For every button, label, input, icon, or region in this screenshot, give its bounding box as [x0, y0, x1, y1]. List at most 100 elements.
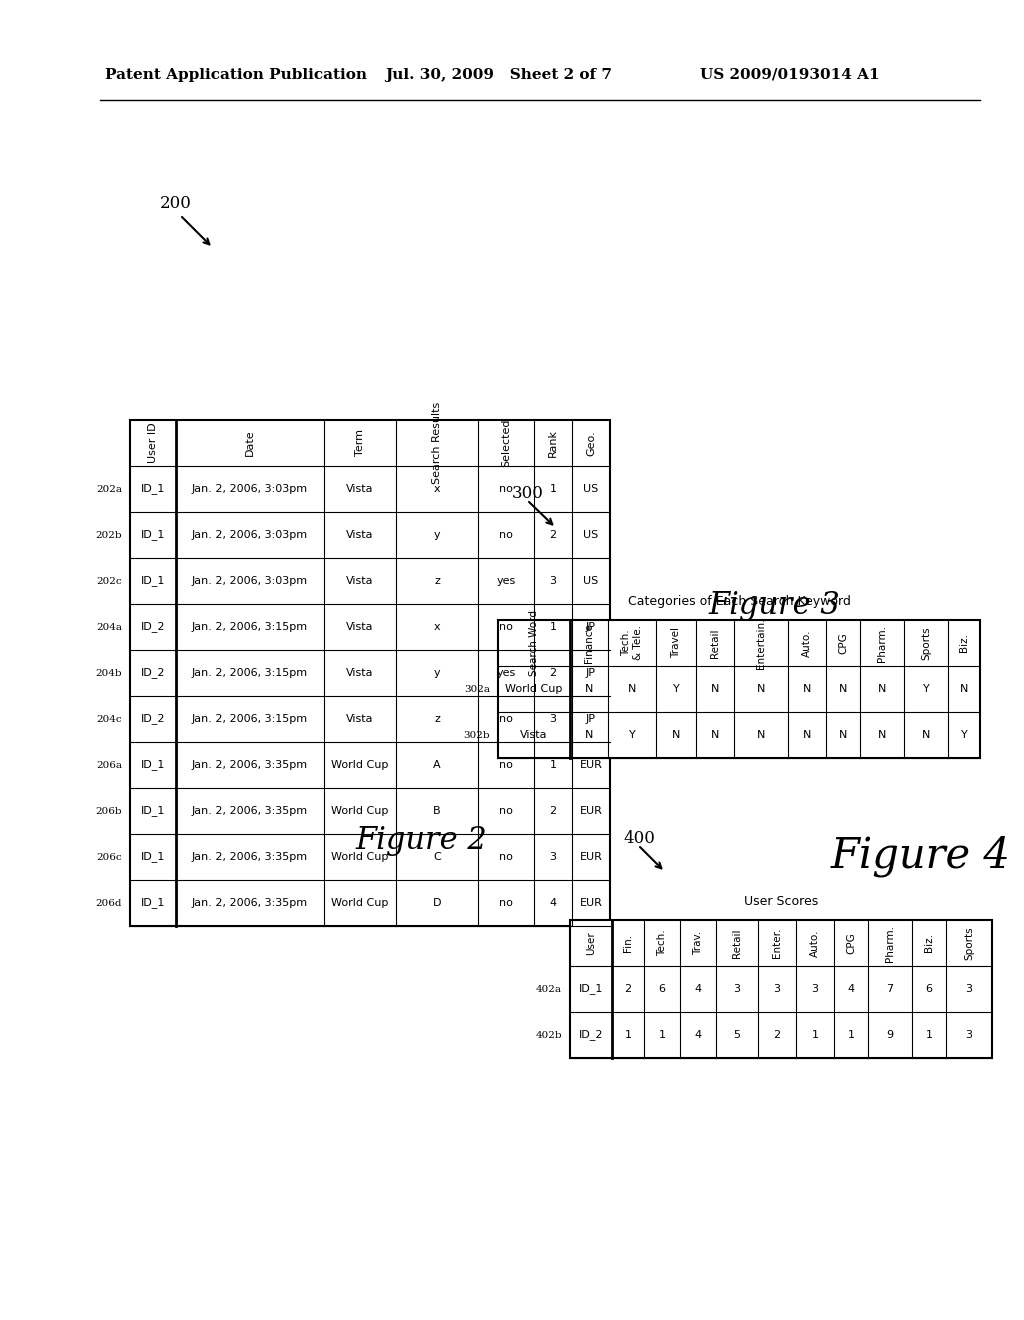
Text: 4: 4 [848, 983, 855, 994]
Text: User: User [586, 931, 596, 954]
Bar [570, 920, 992, 1059]
Text: z: z [434, 576, 440, 586]
Text: Biz.: Biz. [959, 634, 969, 652]
Text: World Cup: World Cup [332, 760, 389, 770]
Text: EUR: EUR [580, 851, 602, 862]
Text: JP: JP [586, 622, 596, 632]
Text: Vista: Vista [520, 730, 548, 741]
Text: yes: yes [497, 668, 516, 678]
Text: Figure 3: Figure 3 [709, 590, 840, 620]
Text: 3: 3 [966, 1030, 973, 1040]
Text: EUR: EUR [580, 760, 602, 770]
Text: Y: Y [629, 730, 635, 741]
Text: 1: 1 [625, 1030, 632, 1040]
Text: N: N [585, 730, 593, 741]
Text: N: N [839, 730, 847, 741]
Text: N: N [803, 730, 811, 741]
Text: 2: 2 [773, 1030, 780, 1040]
Text: 5: 5 [733, 1030, 740, 1040]
Text: N: N [959, 684, 968, 694]
Text: Pharm.: Pharm. [877, 624, 887, 661]
Text: N: N [711, 730, 719, 741]
Text: Jan. 2, 2006, 3:35pm: Jan. 2, 2006, 3:35pm [191, 898, 308, 908]
Text: Vista: Vista [346, 714, 374, 723]
Text: World Cup: World Cup [332, 851, 389, 862]
Text: Jul. 30, 2009   Sheet 2 of 7: Jul. 30, 2009 Sheet 2 of 7 [385, 69, 612, 82]
Text: Biz.: Biz. [924, 933, 934, 953]
Text: ID_2: ID_2 [140, 622, 165, 632]
Text: 1: 1 [550, 760, 556, 770]
Text: CPG: CPG [846, 932, 856, 954]
Text: Fin.: Fin. [623, 935, 633, 952]
Text: ID_1: ID_1 [579, 983, 603, 994]
Text: Jan. 2, 2006, 3:35pm: Jan. 2, 2006, 3:35pm [191, 760, 308, 770]
Text: N: N [585, 684, 593, 694]
Text: N: N [803, 684, 811, 694]
Text: Retail: Retail [710, 628, 720, 657]
Text: ID_1: ID_1 [141, 898, 165, 908]
Text: x: x [434, 622, 440, 632]
Text: Sports: Sports [921, 626, 931, 660]
Text: Jan. 2, 2006, 3:03pm: Jan. 2, 2006, 3:03pm [191, 484, 308, 494]
Text: Vista: Vista [346, 484, 374, 494]
Text: ID_1: ID_1 [141, 759, 165, 771]
Text: US: US [584, 576, 599, 586]
Text: Jan. 2, 2006, 3:15pm: Jan. 2, 2006, 3:15pm [191, 668, 308, 678]
Text: 3: 3 [773, 983, 780, 994]
Text: 302b: 302b [464, 730, 490, 739]
Text: Date: Date [245, 430, 255, 457]
Text: 6: 6 [926, 983, 933, 994]
Text: no: no [499, 760, 513, 770]
Text: N: N [757, 730, 765, 741]
Text: Vista: Vista [346, 576, 374, 586]
Text: Y: Y [923, 684, 930, 694]
Text: no: no [499, 807, 513, 816]
Text: Jan. 2, 2006, 3:03pm: Jan. 2, 2006, 3:03pm [191, 531, 308, 540]
Text: 202c: 202c [96, 577, 122, 586]
Text: Pharm.: Pharm. [885, 924, 895, 961]
Text: Selected: Selected [501, 418, 511, 467]
Text: World Cup: World Cup [332, 807, 389, 816]
Text: Y: Y [673, 684, 679, 694]
Text: ID_1: ID_1 [141, 805, 165, 817]
Text: World Cup: World Cup [332, 898, 389, 908]
Text: 4: 4 [694, 1030, 701, 1040]
Text: ID_1: ID_1 [141, 576, 165, 586]
Text: ID_2: ID_2 [140, 668, 165, 678]
Text: 1: 1 [550, 622, 556, 632]
Text: N: N [672, 730, 680, 741]
Text: Rank: Rank [548, 429, 558, 457]
Text: Jan. 2, 2006, 3:35pm: Jan. 2, 2006, 3:35pm [191, 807, 308, 816]
Text: 3: 3 [733, 983, 740, 994]
Text: N: N [711, 684, 719, 694]
Text: 2: 2 [550, 668, 557, 678]
Text: Sports: Sports [964, 927, 974, 960]
Text: Jan. 2, 2006, 3:03pm: Jan. 2, 2006, 3:03pm [191, 576, 308, 586]
Text: 1: 1 [550, 484, 556, 494]
Text: US: US [584, 531, 599, 540]
Text: 204c: 204c [96, 714, 122, 723]
Text: Auto.: Auto. [802, 630, 812, 657]
Text: JP: JP [586, 668, 596, 678]
Text: N: N [757, 684, 765, 694]
Text: D: D [433, 898, 441, 908]
Text: World Cup: World Cup [505, 684, 562, 694]
Text: 1: 1 [658, 1030, 666, 1040]
Text: 9: 9 [887, 1030, 894, 1040]
Text: yes: yes [497, 576, 516, 586]
Text: Auto.: Auto. [810, 929, 820, 957]
Text: US: US [584, 484, 599, 494]
Text: 2: 2 [550, 807, 557, 816]
Text: 302a: 302a [464, 685, 490, 693]
Text: 3: 3 [550, 576, 556, 586]
Text: ID_2: ID_2 [579, 1030, 603, 1040]
Text: N: N [839, 684, 847, 694]
Text: ID_1: ID_1 [141, 483, 165, 495]
Text: x: x [434, 484, 440, 494]
Text: N: N [922, 730, 930, 741]
Text: 1: 1 [926, 1030, 933, 1040]
Text: B: B [433, 807, 440, 816]
Text: Finance: Finance [584, 623, 594, 663]
Text: N: N [878, 730, 886, 741]
Text: no: no [499, 484, 513, 494]
